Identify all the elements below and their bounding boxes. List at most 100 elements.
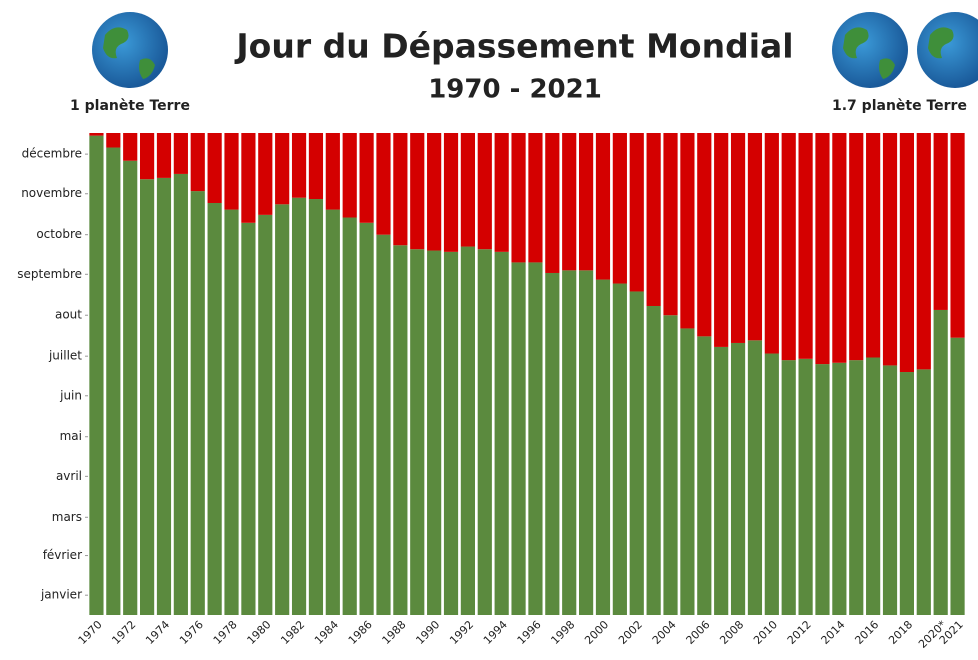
- bar-segment: [106, 133, 121, 148]
- bar-segment: [899, 372, 914, 615]
- bar-segment: [325, 209, 340, 615]
- bar-segment: [207, 133, 222, 203]
- bar-segment: [747, 340, 763, 615]
- y-tick-label: novembre: [21, 186, 82, 200]
- bar-segment: [359, 133, 374, 223]
- bar-segment: [494, 251, 509, 616]
- bar-segment: [477, 133, 492, 250]
- bar-segment: [882, 133, 898, 366]
- x-tick-label: 1980: [245, 618, 274, 647]
- bar-segment: [849, 133, 864, 361]
- bar-segment: [798, 358, 813, 615]
- x-tick-label: 1992: [447, 618, 476, 647]
- bar-segment: [427, 133, 442, 251]
- bar-segment: [275, 204, 290, 616]
- x-tick-label: 1970: [76, 618, 105, 647]
- x-tick-label: 2002: [616, 618, 645, 647]
- bar-segment: [291, 133, 307, 198]
- bar-segment: [393, 133, 408, 246]
- bar-segment: [781, 133, 796, 361]
- bar-segment: [308, 133, 324, 200]
- x-tick-label: 1986: [346, 618, 375, 647]
- bar-segment: [140, 179, 155, 615]
- bar-segment: [342, 217, 357, 615]
- y-tick-label: décembre: [22, 147, 82, 161]
- bar-segment: [663, 315, 678, 615]
- x-tick-label: 2018: [886, 618, 915, 647]
- y-tick-label: juin: [59, 388, 82, 402]
- bar-segment: [443, 251, 459, 616]
- bar-segment: [393, 245, 408, 615]
- chart-title: Jour du Dépassement Mondial: [234, 27, 793, 66]
- x-tick-label: 2012: [785, 618, 814, 647]
- bar-segment: [528, 262, 543, 615]
- x-tick-label: 1990: [413, 618, 442, 647]
- x-tick-label: 1994: [481, 618, 510, 647]
- x-tick-label: 2000: [582, 618, 611, 647]
- bar-segment: [241, 222, 256, 616]
- bar-segment: [730, 133, 746, 343]
- bar-segment: [342, 133, 357, 218]
- y-tick-label: aout: [55, 308, 82, 322]
- bar-segment: [595, 279, 611, 615]
- bar-segment: [173, 173, 188, 615]
- x-tick-label: 1998: [548, 618, 577, 647]
- bar-segment: [764, 353, 779, 615]
- bar-segment: [410, 133, 425, 250]
- bar-segment: [528, 133, 543, 263]
- bar-segment: [764, 133, 779, 354]
- bar-segment: [815, 133, 830, 365]
- bar-segment: [714, 346, 729, 615]
- bar-segment: [612, 283, 627, 615]
- globe-icon: [832, 12, 908, 88]
- bar-segment: [477, 249, 492, 615]
- x-tick-label: 1984: [312, 618, 341, 647]
- bar-segment: [629, 133, 644, 292]
- bar-segment: [798, 133, 813, 359]
- bar-segment: [680, 133, 695, 329]
- y-tick-label: février: [43, 548, 82, 562]
- x-tick-label: 1982: [278, 618, 307, 647]
- bar-segment: [224, 209, 239, 615]
- annotation: 1.7 planète Terre: [832, 98, 967, 114]
- bar-segment: [899, 133, 914, 373]
- x-tick-label: 1978: [211, 618, 240, 647]
- bar-segment: [511, 262, 526, 615]
- bar-segment: [950, 133, 965, 338]
- bar-segment: [410, 249, 425, 615]
- bar-segment: [460, 133, 475, 247]
- bar-segment: [156, 133, 172, 178]
- bar-segment: [359, 222, 374, 616]
- x-tick-label: 2010: [751, 618, 780, 647]
- x-tick-label: 1972: [109, 618, 138, 647]
- bar-segment: [545, 272, 560, 615]
- bar-segment: [562, 270, 577, 615]
- annotation: 1 planète Terre: [70, 98, 190, 114]
- bar-segment: [646, 133, 661, 306]
- bar-segment: [376, 133, 391, 235]
- x-tick-label: 2014: [819, 618, 848, 647]
- y-tick-label: avril: [56, 469, 82, 483]
- bar-segment: [629, 291, 644, 615]
- bar-segment: [933, 309, 948, 615]
- bar-segment: [511, 133, 526, 263]
- bar-segment: [832, 362, 847, 615]
- bar-segment: [190, 191, 205, 615]
- bar-segment: [866, 133, 881, 358]
- bar-segment: [562, 133, 577, 271]
- bar-segment: [89, 135, 104, 615]
- y-tick-label: septembre: [17, 267, 82, 281]
- bar-segment: [747, 133, 763, 341]
- bar-segment: [781, 360, 796, 615]
- bar-segment: [106, 147, 121, 615]
- y-tick-label: octobre: [36, 227, 82, 241]
- bar-segment: [680, 328, 695, 615]
- bar-segment: [950, 337, 965, 615]
- bar-segment: [595, 133, 611, 280]
- bar-segment: [443, 133, 459, 252]
- globe-icon: [92, 12, 168, 88]
- bar-segment: [849, 360, 864, 615]
- y-tick-label: janvier: [40, 588, 82, 602]
- bar-segment: [258, 133, 273, 215]
- bar-segment: [697, 133, 712, 337]
